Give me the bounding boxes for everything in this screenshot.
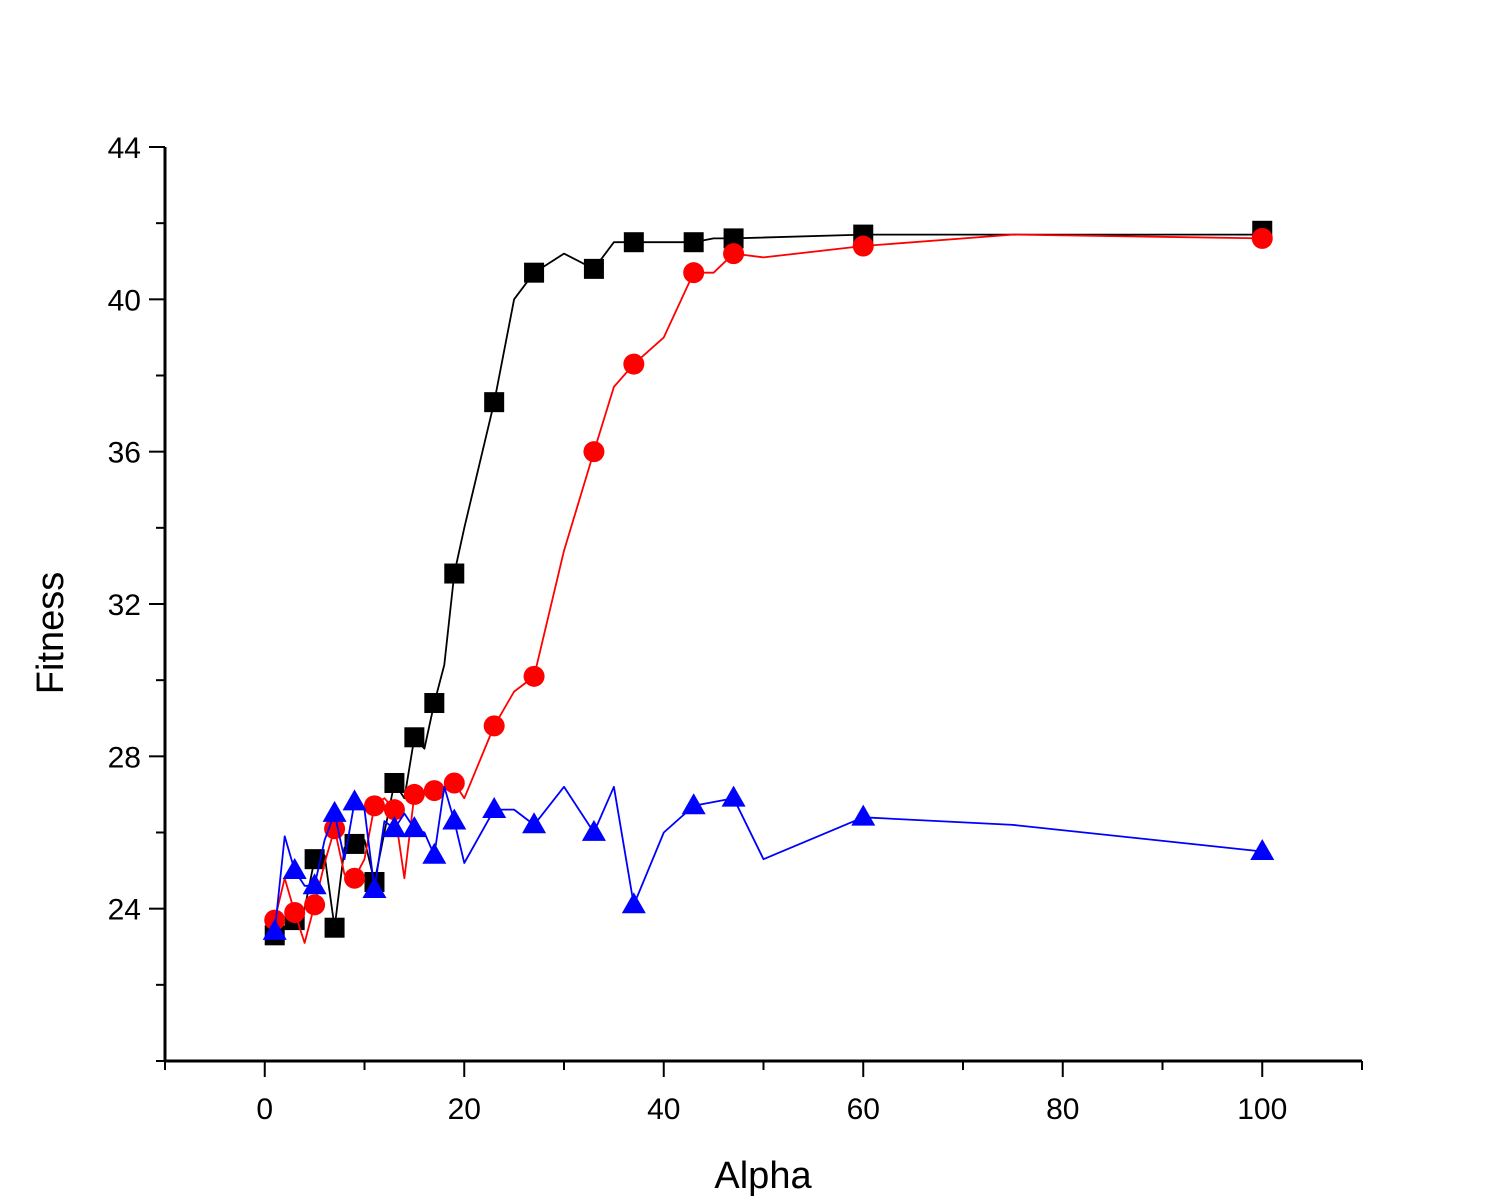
y-tick-label: 40 (108, 284, 141, 317)
data-point-square (404, 727, 425, 748)
data-point-square (623, 232, 644, 253)
data-point-circle (363, 795, 385, 817)
series-layer (262, 220, 1275, 946)
x-tick-label: 100 (1237, 1093, 1287, 1126)
data-point-triangle (282, 857, 307, 879)
axis-labels: Alpha Fitness (30, 572, 812, 1197)
data-point-triangle (262, 918, 287, 940)
y-axis-title: Fitness (30, 572, 72, 694)
data-point-triangle (581, 819, 606, 841)
data-point-circle (443, 772, 465, 794)
x-tick-label: 60 (847, 1093, 880, 1126)
data-point-circle (344, 867, 366, 889)
data-point-circle (623, 353, 645, 375)
data-point-square (484, 392, 505, 413)
data-point-circle (284, 901, 306, 923)
data-point-circle (383, 799, 405, 821)
data-point-circle (583, 441, 605, 463)
series-line-triangle (273, 785, 1263, 932)
y-tick-label: 28 (108, 741, 141, 774)
data-point-square (424, 693, 445, 714)
y-tick-label: 24 (108, 894, 141, 927)
data-point-circle (423, 780, 445, 802)
x-tick-label: 0 (256, 1093, 273, 1126)
data-point-triangle (322, 800, 347, 822)
data-point-square (683, 232, 704, 253)
data-point-circle (304, 894, 326, 916)
data-point-circle (1251, 227, 1273, 249)
data-point-square (324, 917, 345, 938)
data-point-triangle (422, 842, 447, 864)
data-point-triangle (522, 812, 547, 834)
data-point-circle (683, 262, 705, 284)
axes: 24 28 32 36 40 44 0 20 40 60 80 100 (108, 132, 1363, 1126)
y-tick-label: 32 (108, 589, 141, 622)
data-point-triangle (851, 804, 876, 826)
data-point-triangle (302, 873, 327, 895)
data-point-square (384, 772, 405, 793)
data-point-square (583, 258, 604, 279)
data-point-triangle (621, 892, 646, 914)
data-point-square (723, 228, 744, 249)
series-line-square (274, 233, 1263, 933)
data-point-square (444, 563, 465, 584)
y-tick-label: 36 (108, 437, 141, 470)
data-point-triangle (342, 789, 367, 811)
data-point-triangle (442, 808, 467, 830)
data-point-triangle (362, 877, 387, 899)
data-point-triangle (721, 785, 746, 807)
data-point-triangle (402, 816, 427, 838)
data-point-square (344, 833, 365, 854)
x-axis-title: Alpha (714, 1155, 812, 1197)
data-point-circle (483, 715, 505, 737)
data-point-circle (852, 235, 874, 257)
y-tick-label: 44 (108, 132, 141, 165)
data-point-triangle (681, 793, 706, 815)
x-tick-label: 40 (647, 1093, 680, 1126)
x-tick-label: 80 (1046, 1093, 1079, 1126)
data-point-triangle (1250, 838, 1275, 860)
data-point-circle (723, 243, 745, 265)
data-point-circle (403, 783, 425, 805)
data-point-square (524, 262, 545, 283)
data-point-triangle (382, 816, 407, 838)
data-point-triangle (482, 797, 507, 819)
data-point-circle (523, 665, 545, 687)
series-triangle (262, 785, 1275, 940)
x-tick-label: 20 (448, 1093, 481, 1126)
